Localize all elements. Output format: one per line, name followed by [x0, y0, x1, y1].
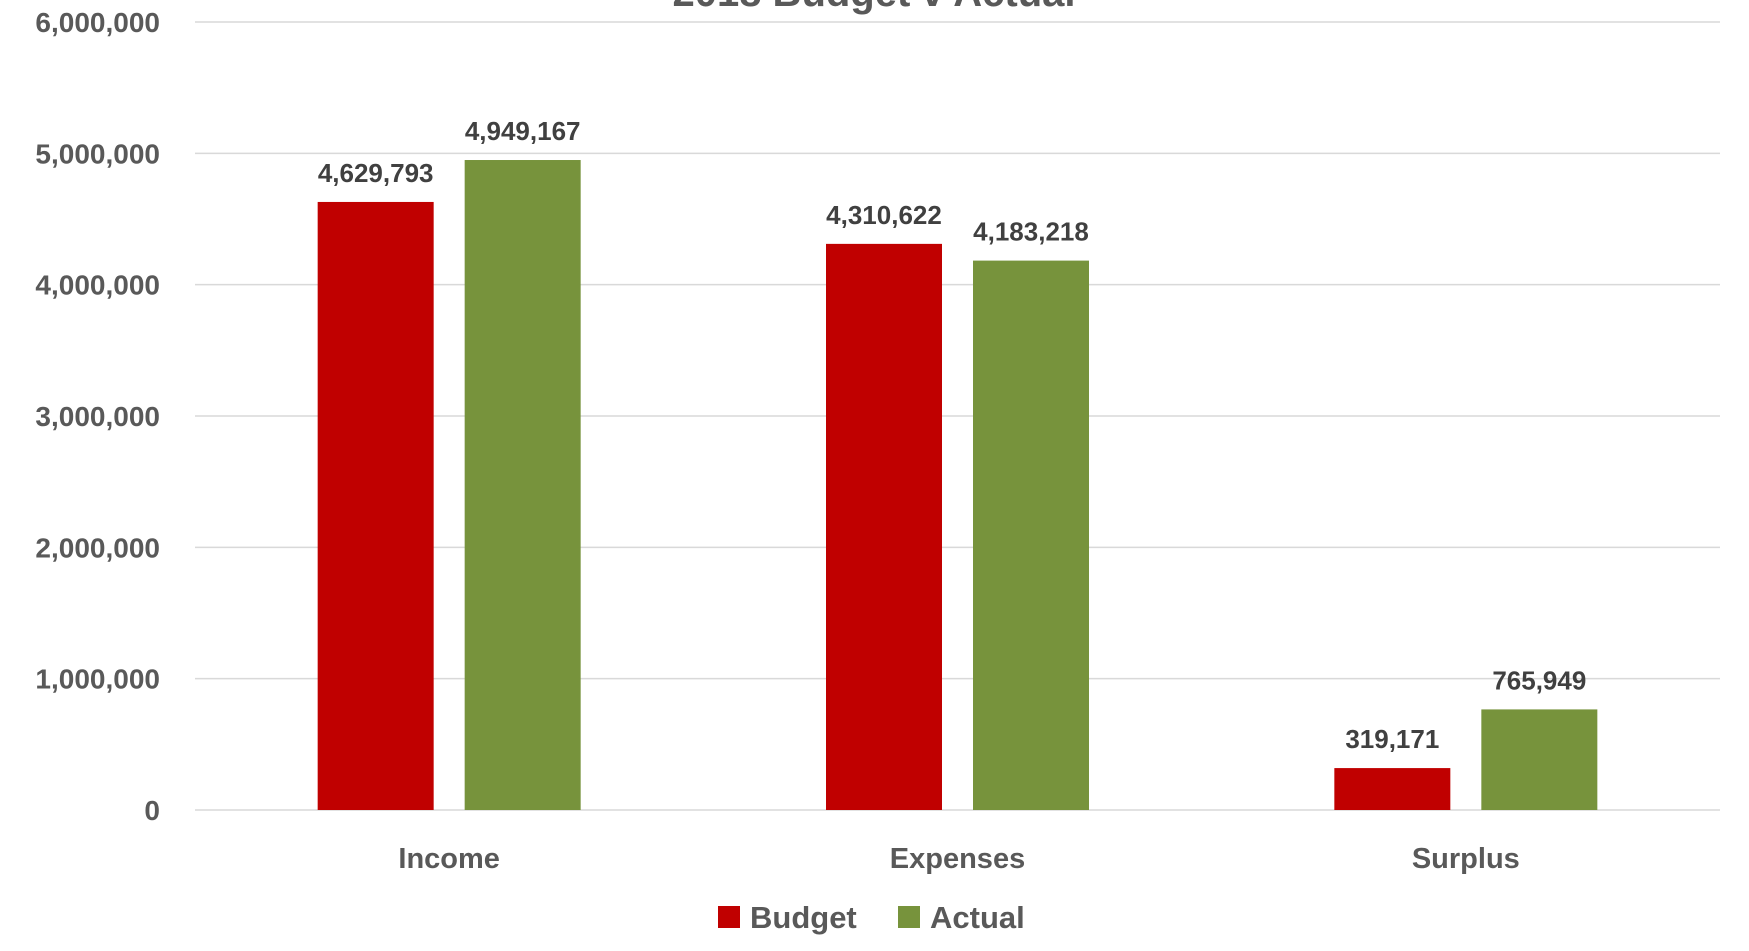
y-tick-label: 2,000,000 [35, 532, 160, 563]
bar-budget-surplus [1334, 768, 1451, 810]
x-category-label: Expenses [890, 843, 1025, 875]
bar-budget-income [317, 201, 434, 810]
data-label: 765,949 [1492, 665, 1586, 695]
bar-actual-income [464, 160, 581, 810]
data-labels: 4,629,793 4,949,167 4,310,622 4,183,218 319,… [318, 116, 1586, 754]
bar-actual-surplus [1481, 709, 1598, 810]
y-tick-label: 3,000,000 [35, 401, 160, 432]
data-label: 4,949,167 [465, 116, 581, 146]
x-axis-categories: Income Expenses Surplus [398, 843, 1519, 875]
x-category-label: Income [398, 843, 500, 875]
y-tick-label: 1,000,000 [35, 664, 160, 695]
legend-swatch-actual [898, 906, 920, 928]
y-tick-label: 0 [144, 795, 160, 826]
y-axis-ticks: 0 1,000,000 2,000,000 3,000,000 4,000,000 5,0… [35, 7, 160, 826]
chart-title: 2018 Budget v Actual [672, 0, 1075, 15]
legend-label-actual: Actual [930, 900, 1025, 935]
data-label: 4,310,622 [826, 200, 942, 230]
bars [317, 160, 1598, 811]
y-tick-label: 4,000,000 [35, 270, 160, 301]
gridlines [195, 21, 1720, 811]
legend-label-budget: Budget [750, 900, 857, 935]
data-label: 319,171 [1345, 724, 1439, 754]
legend: Budget Actual [718, 900, 1025, 935]
data-label: 4,183,218 [973, 217, 1089, 247]
y-tick-label: 6,000,000 [35, 7, 160, 38]
legend-swatch-budget [718, 906, 740, 928]
bar-actual-expenses [973, 260, 1089, 811]
y-tick-label: 5,000,000 [35, 138, 160, 169]
bar-budget-expenses [826, 243, 942, 810]
data-label: 4,629,793 [318, 158, 434, 188]
x-category-label: Surplus [1412, 843, 1520, 875]
